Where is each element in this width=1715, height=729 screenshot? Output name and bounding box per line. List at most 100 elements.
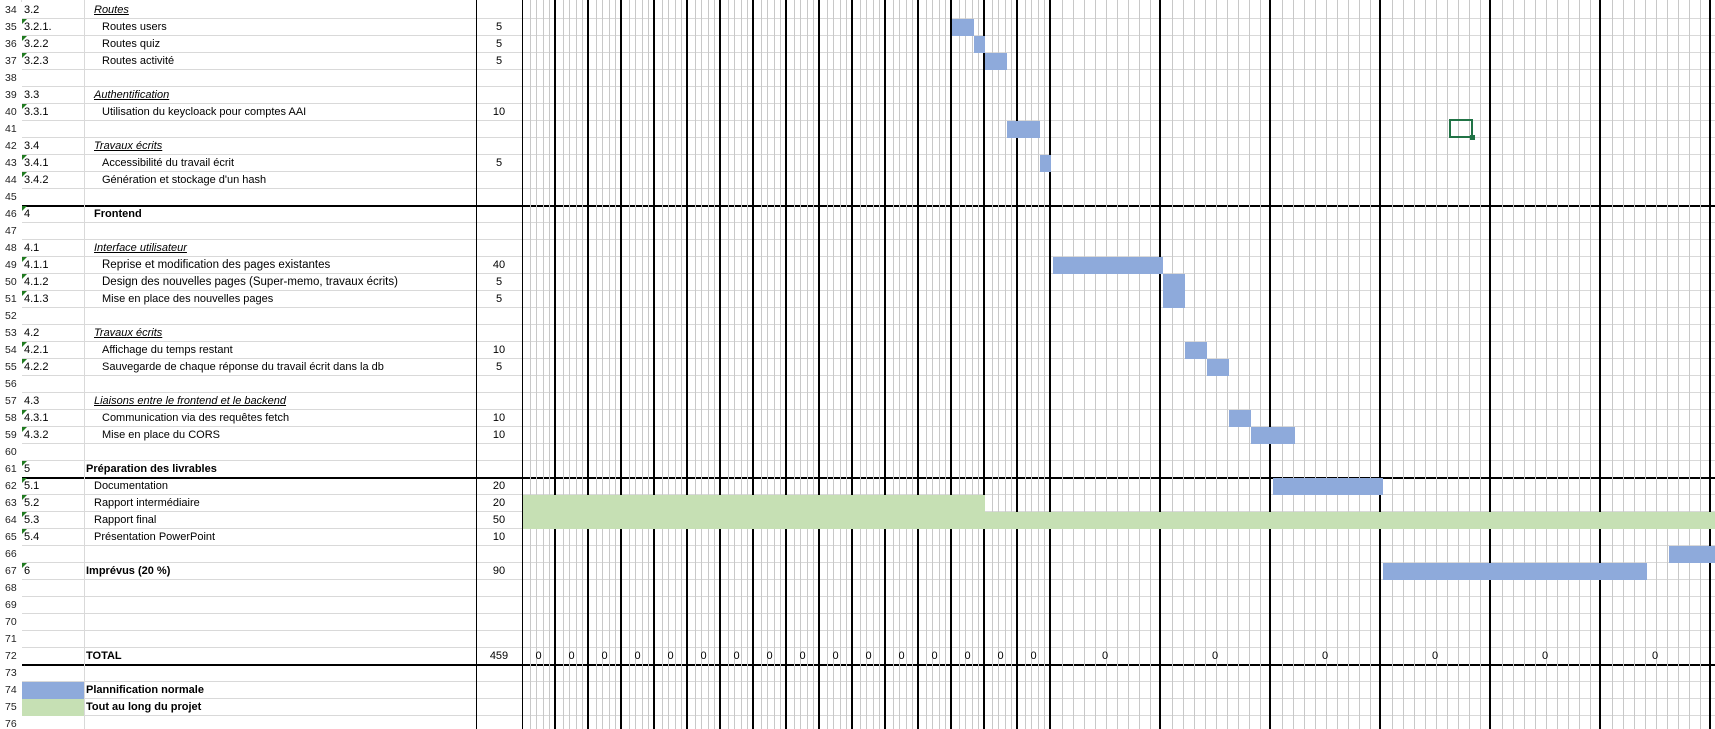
task-label-cell[interactable]: Reprise et modification des pages exista… — [102, 259, 331, 271]
hours-cell[interactable]: 5 — [495, 55, 503, 67]
row-header[interactable]: 45 — [0, 189, 22, 206]
row-header[interactable]: 66 — [0, 546, 22, 563]
selected-cell[interactable] — [1449, 119, 1475, 140]
row-header[interactable]: 61 — [0, 461, 22, 478]
task-id-cell[interactable]: 4.2 — [24, 327, 40, 339]
week-total[interactable]: 0 — [997, 650, 1004, 662]
task-id-cell[interactable]: 5.3 — [22, 512, 84, 529]
task-label-cell[interactable]: Routes — [94, 4, 129, 16]
week-total[interactable]: 0 — [667, 650, 674, 662]
row-header[interactable]: 50 — [0, 274, 22, 291]
hours-cell[interactable]: 5 — [495, 21, 503, 33]
row-header[interactable]: 76 — [0, 716, 22, 729]
task-label-cell[interactable]: Authentification — [94, 89, 170, 101]
hours-cell[interactable]: 5 — [495, 293, 503, 305]
task-id-cell[interactable]: 4.1.3 — [22, 291, 84, 308]
task-id-cell[interactable]: 5.2 — [22, 495, 84, 512]
week-total[interactable]: 0 — [1211, 650, 1219, 662]
row-header[interactable]: 60 — [0, 444, 22, 461]
hours-cell[interactable]: 10 — [492, 412, 506, 424]
row-header[interactable]: 65 — [0, 529, 22, 546]
week-total[interactable]: 0 — [1321, 650, 1329, 662]
task-label-cell[interactable]: Tout au long du projet — [86, 701, 202, 713]
task-id-cell[interactable]: 4.3.2 — [22, 427, 84, 444]
row-header[interactable]: 49 — [0, 257, 22, 274]
week-total[interactable]: 0 — [1101, 650, 1109, 662]
task-label-cell[interactable]: Routes users — [102, 21, 167, 33]
task-label-cell[interactable]: Liaisons entre le frontend et le backend — [94, 395, 287, 407]
task-id-cell[interactable]: 4.1 — [24, 242, 40, 254]
row-header[interactable]: 64 — [0, 512, 22, 529]
week-total[interactable]: 0 — [1541, 650, 1549, 662]
hours-cell[interactable]: 10 — [492, 106, 506, 118]
task-id-cell[interactable]: 4.1.2 — [22, 274, 84, 291]
row-header[interactable]: 75 — [0, 699, 22, 716]
task-label-cell[interactable]: Génération et stockage d'un hash — [102, 174, 267, 186]
week-total[interactable]: 0 — [733, 650, 740, 662]
row-header[interactable]: 70 — [0, 614, 22, 631]
row-header[interactable]: 37 — [0, 53, 22, 70]
task-label-cell[interactable]: Présentation PowerPoint — [94, 531, 216, 543]
week-total[interactable]: 0 — [601, 650, 608, 662]
task-id-cell[interactable]: 3.4.2 — [22, 172, 84, 189]
week-total[interactable]: 0 — [964, 650, 971, 662]
row-header[interactable]: 46 — [0, 206, 22, 223]
row-header[interactable]: 53 — [0, 325, 22, 342]
row-header[interactable]: 69 — [0, 597, 22, 614]
row-header[interactable]: 51 — [0, 291, 22, 308]
hours-cell[interactable]: 40 — [492, 259, 506, 271]
row-header[interactable]: 62 — [0, 478, 22, 495]
task-id-cell[interactable]: 4.3.1 — [22, 410, 84, 427]
row-header[interactable]: 57 — [0, 393, 22, 410]
hours-cell[interactable]: 5 — [495, 38, 503, 50]
task-id-cell[interactable]: 3.4 — [24, 140, 40, 152]
task-id-cell[interactable]: 4 — [22, 206, 84, 223]
task-id-cell[interactable]: 5.1 — [22, 478, 84, 495]
week-total[interactable]: 0 — [535, 650, 542, 662]
task-label-cell[interactable]: Documentation — [94, 480, 168, 492]
task-id-cell[interactable]: 3.2 — [24, 4, 40, 16]
row-header[interactable]: 36 — [0, 36, 22, 53]
task-id-cell[interactable]: 4.2.2 — [22, 359, 84, 376]
row-header[interactable]: 63 — [0, 495, 22, 512]
row-header[interactable]: 55 — [0, 359, 22, 376]
hours-cell[interactable]: 20 — [492, 497, 506, 509]
task-id-cell[interactable]: 4.3 — [24, 395, 40, 407]
hours-cell[interactable]: 5 — [495, 276, 503, 288]
hours-cell[interactable]: 459 — [489, 650, 509, 662]
row-header[interactable]: 40 — [0, 104, 22, 121]
hours-cell[interactable]: 20 — [492, 480, 506, 492]
week-total[interactable]: 0 — [1030, 650, 1037, 662]
row-header[interactable]: 43 — [0, 155, 22, 172]
task-label-cell[interactable]: Préparation des livrables — [86, 463, 217, 475]
task-label-cell[interactable]: Travaux écrits — [94, 140, 163, 152]
hours-cell[interactable]: 50 — [492, 514, 506, 526]
task-label-cell[interactable]: Rapport final — [94, 514, 157, 526]
hours-cell[interactable]: 10 — [492, 344, 506, 356]
row-header[interactable]: 42 — [0, 138, 22, 155]
row-header[interactable]: 48 — [0, 240, 22, 257]
task-label-cell[interactable]: Mise en place du CORS — [102, 429, 220, 441]
task-label-cell[interactable]: Travaux écrits — [94, 327, 163, 339]
task-label-cell[interactable]: Sauvegarde de chaque réponse du travail … — [102, 361, 384, 373]
row-header[interactable]: 73 — [0, 665, 22, 682]
week-total[interactable]: 0 — [898, 650, 905, 662]
task-label-cell[interactable]: Accessibilité du travail écrit — [102, 157, 235, 169]
row-header[interactable]: 71 — [0, 631, 22, 648]
task-id-cell[interactable]: 3.2.2 — [22, 36, 84, 53]
task-label-cell[interactable]: Plannification normale — [86, 684, 204, 696]
task-label-cell[interactable]: Utilisation du keycloack pour comptes AA… — [102, 106, 307, 118]
task-label-cell[interactable]: Communication via des requêtes fetch — [102, 412, 290, 424]
row-header[interactable]: 34 — [0, 2, 22, 19]
week-total[interactable]: 0 — [1651, 650, 1659, 662]
hours-cell[interactable]: 5 — [495, 157, 503, 169]
task-id-cell[interactable]: 3.3.1 — [22, 104, 84, 121]
week-total[interactable]: 0 — [568, 650, 575, 662]
task-id-cell[interactable]: 5.4 — [22, 529, 84, 546]
week-total[interactable]: 0 — [634, 650, 641, 662]
week-total[interactable]: 0 — [832, 650, 839, 662]
task-label-cell[interactable]: Imprévus (20 %) — [86, 565, 171, 577]
row-header[interactable]: 52 — [0, 308, 22, 325]
row-header[interactable]: 35 — [0, 19, 22, 36]
